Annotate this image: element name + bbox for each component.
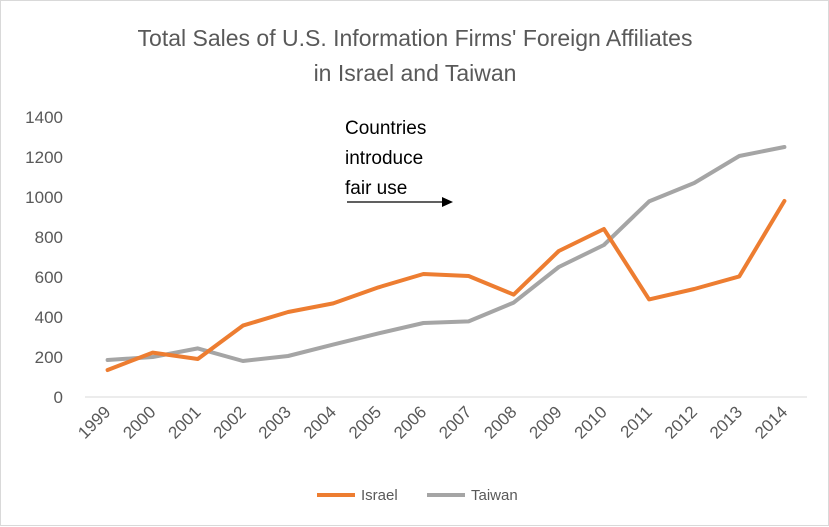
- x-tick-label: 2010: [571, 402, 611, 442]
- series-layer: [105, 145, 787, 372]
- annotation-line-1: Countries: [345, 118, 426, 139]
- series-line-taiwan: [105, 145, 787, 363]
- x-tick-label: 2000: [119, 402, 159, 442]
- x-tick-label: 2007: [435, 402, 475, 442]
- x-tick-label: 2003: [255, 402, 295, 442]
- y-tick-label: 800: [35, 228, 63, 247]
- x-tick-label: 2011: [617, 402, 656, 441]
- x-tick-label: 2013: [706, 402, 746, 442]
- legend-label-israel: Israel: [361, 487, 398, 504]
- x-tick-label: 2006: [390, 402, 430, 442]
- annotation-arrowhead: [442, 197, 453, 207]
- y-tick-label: 1000: [25, 188, 63, 207]
- y-tick-label: 1200: [25, 148, 63, 167]
- x-tick-label: 2012: [661, 402, 701, 442]
- y-tick-label: 200: [35, 348, 63, 367]
- y-axis: 0 200 400 600 800 1000 1200 1400: [25, 108, 63, 407]
- y-tick-label: 1400: [25, 108, 63, 127]
- legend-label-taiwan: Taiwan: [471, 487, 518, 504]
- y-tick-label: 0: [54, 388, 63, 407]
- x-tick-label: 2014: [751, 402, 791, 442]
- chart-title-line-1: Total Sales of U.S. Information Firms' F…: [138, 25, 693, 51]
- series-line-israel: [105, 199, 787, 372]
- x-tick-label: 1999: [74, 402, 114, 442]
- x-tick-label: 2002: [210, 402, 250, 442]
- x-tick-label: 2005: [345, 402, 385, 442]
- annotation-line-2: introduce: [345, 148, 423, 169]
- fair-use-annotation: Countries introduce fair use: [345, 118, 453, 207]
- x-tick-label: 2004: [300, 402, 340, 442]
- y-tick-label: 400: [35, 308, 63, 327]
- x-tick-label: 2001: [164, 402, 204, 442]
- chart-title-line-2: in Israel and Taiwan: [314, 60, 517, 86]
- x-tick-label: 2008: [480, 402, 520, 442]
- legend: Israel Taiwan: [317, 487, 518, 504]
- x-tick-label: 2009: [525, 402, 565, 442]
- annotation-line-3: fair use: [345, 178, 407, 199]
- y-tick-label: 600: [35, 268, 63, 287]
- x-axis: 1999 2000 2001 2002 2003 2004 2005 2006 2007 2008…: [74, 402, 791, 442]
